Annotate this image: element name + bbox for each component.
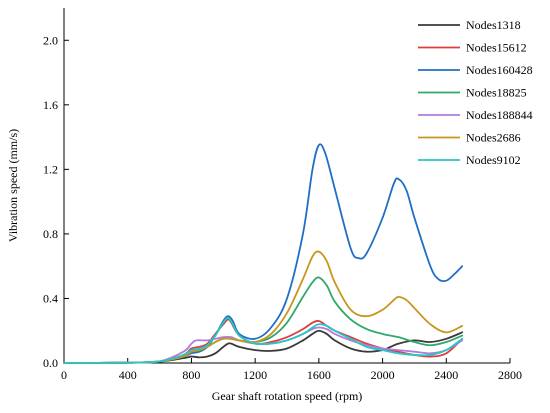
- legend-label-nodes15612: Nodes15612: [466, 41, 527, 55]
- legend-label-nodes2686: Nodes2686: [466, 131, 521, 145]
- x-tick-label: 1200: [243, 368, 267, 382]
- axes: 0 400 800 1200 1600 2000 2400 2800 0.0 0.4 0.8 1.2 1…: [43, 8, 522, 382]
- x-tick-label: 2400: [434, 368, 458, 382]
- series-layer: [63, 143, 464, 364]
- series-line-nodes188844: [63, 326, 464, 364]
- y-tick-label: 2.0: [43, 33, 58, 47]
- x-tick-label: 2800: [498, 368, 522, 382]
- x-tick-label: 800: [182, 368, 200, 382]
- series-line-nodes2686: [63, 250, 464, 364]
- y-tick-label: 1.6: [43, 98, 58, 112]
- x-tick-label: 1600: [307, 368, 331, 382]
- legend-label-nodes1318: Nodes1318: [466, 18, 521, 32]
- legend-label-nodes188844: Nodes188844: [466, 108, 533, 122]
- legend-label-nodes9102: Nodes9102: [466, 153, 521, 167]
- series-line-nodes160428: [63, 143, 464, 364]
- y-tick-label: 1.2: [43, 162, 58, 176]
- legend-label-nodes160428: Nodes160428: [466, 63, 533, 77]
- x-tick-label: 0: [61, 368, 67, 382]
- legend-label-nodes18825: Nodes18825: [466, 86, 527, 100]
- y-tick-label: 0.8: [43, 227, 58, 241]
- x-axis-title: Gear shaft rotation speed (rpm): [212, 389, 363, 403]
- y-tick-label: 0.4: [43, 291, 58, 305]
- x-tick-label: 400: [119, 368, 137, 382]
- series-line-nodes1318: [63, 329, 464, 364]
- y-axis-title: Vibration speed (mm/s): [6, 129, 20, 242]
- y-tick-label: 0.0: [43, 356, 58, 370]
- legend: Nodes1318 Nodes15612 Nodes160428 Nodes18825…: [418, 18, 533, 167]
- x-tick-label: 2000: [371, 368, 395, 382]
- series-line-nodes9102: [63, 316, 464, 364]
